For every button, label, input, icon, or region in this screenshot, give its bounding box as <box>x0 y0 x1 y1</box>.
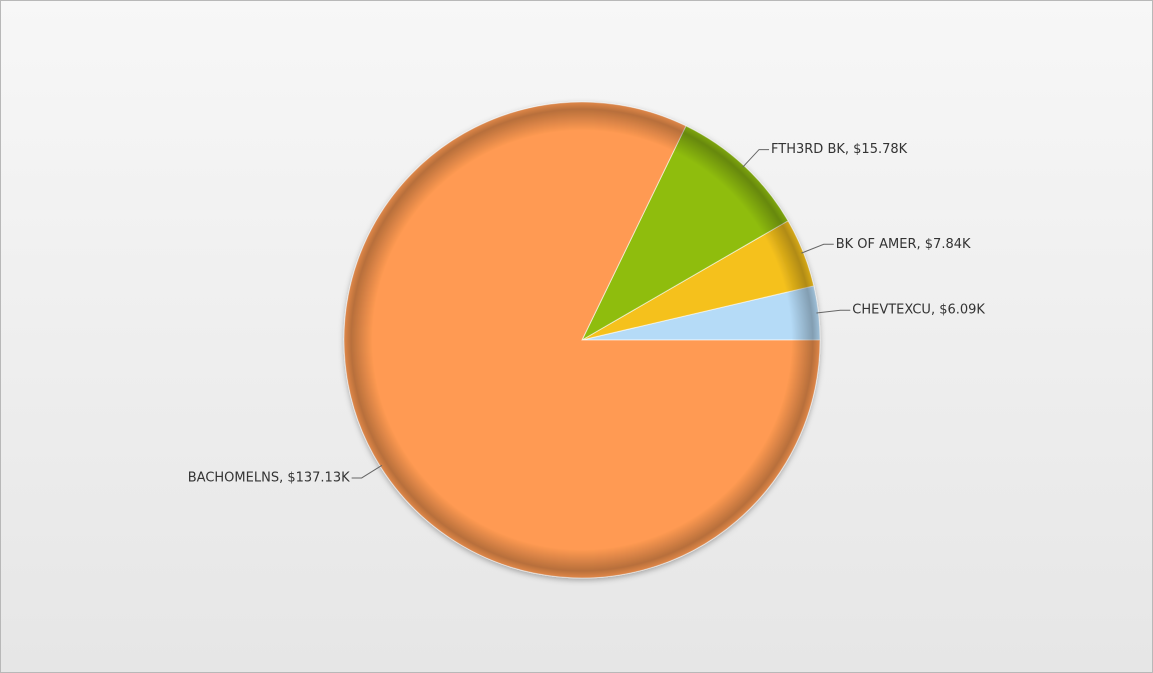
slice-label: CHEVTEXCU, $6.09K <box>852 303 985 318</box>
slice-label: BK OF AMER, $7.84K <box>836 237 971 252</box>
pie <box>343 101 821 579</box>
leader-line <box>351 464 383 479</box>
leader-line <box>816 309 851 314</box>
leader-line <box>801 243 834 254</box>
leader-line <box>742 149 770 168</box>
slice-label: BACHOMELNS, $137.13K <box>188 470 350 485</box>
slice-label: FTH3RD BK, $15.78K <box>771 142 908 157</box>
